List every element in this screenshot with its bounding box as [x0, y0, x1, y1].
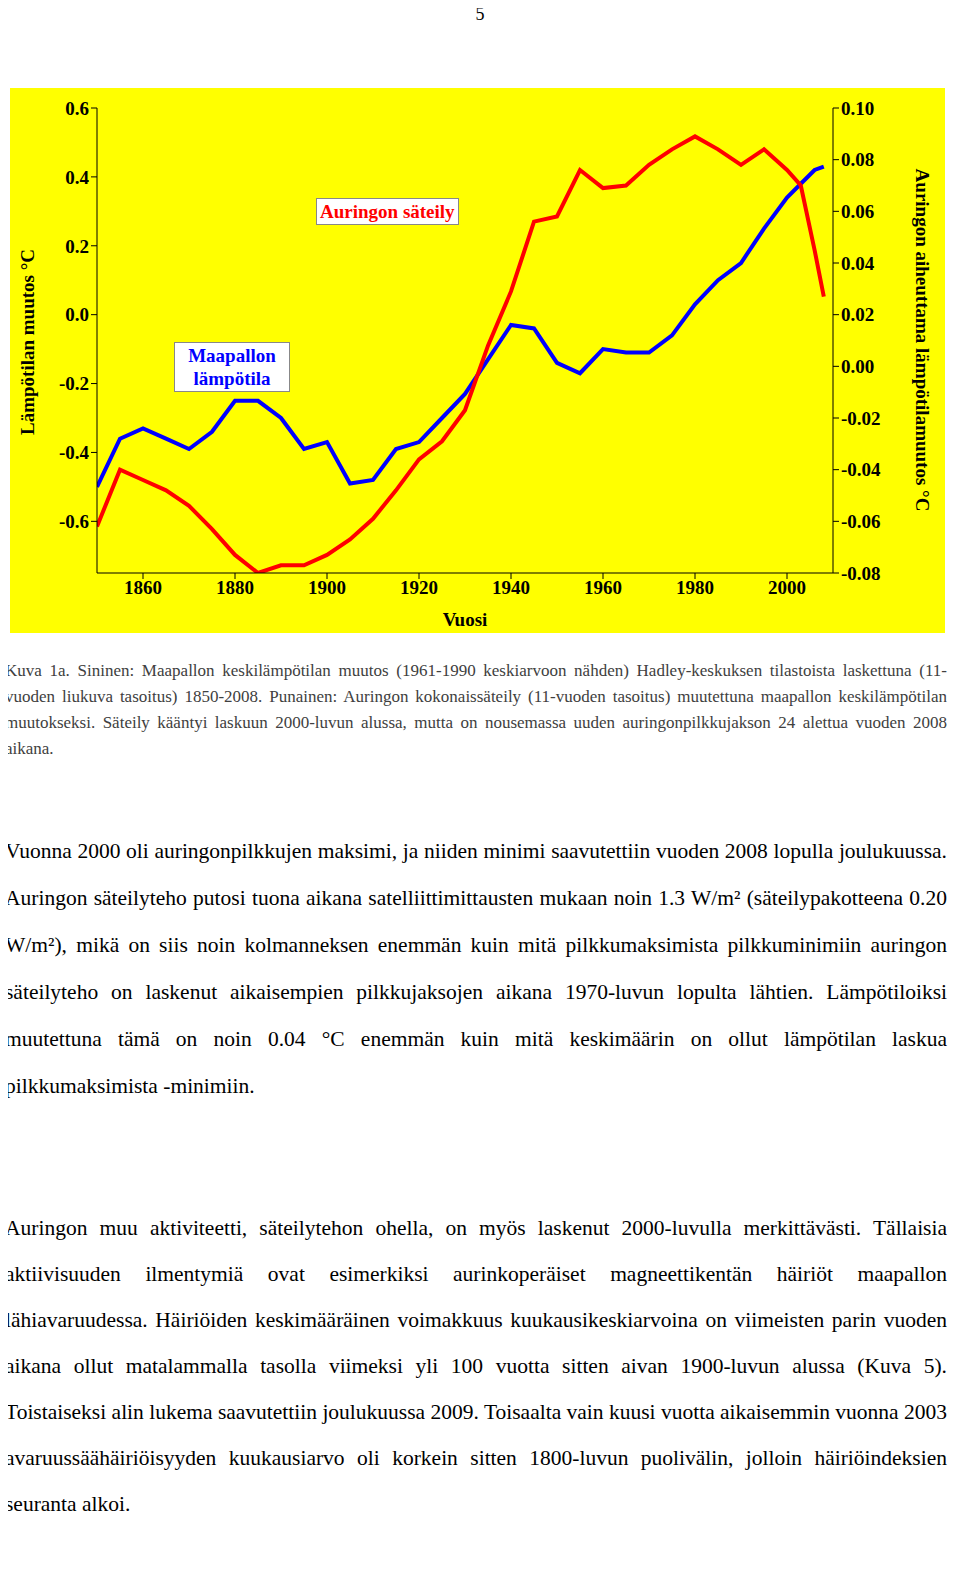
html-text:Auringon muu aktiviteetti, sät: Auringon muu aktiviteetti, säteilytehon …	[5, 1216, 947, 1516]
svg-text:1980: 1980	[676, 577, 714, 598]
html-text:Lämpötilan muutos °C: Lämpötilan muutos °C	[17, 249, 38, 435]
html-text:Maapallon lämpötila: Maapallon lämpötila	[188, 345, 276, 389]
svg-text:0.06: 0.06	[841, 201, 874, 222]
html-text:Auringon säteily: Auringon säteily	[320, 201, 455, 222]
svg-text:0.4: 0.4	[65, 167, 89, 188]
svg-text:0.08: 0.08	[841, 149, 874, 170]
svg-text:-0.6: -0.6	[59, 511, 89, 532]
html-text:Vuosi: Vuosi	[442, 609, 488, 630]
svg-text:-0.2: -0.2	[59, 373, 89, 394]
html-text:Auringon aiheuttama lämpötilam: Auringon aiheuttama lämpötilamuutos °C	[912, 168, 933, 512]
svg-text:0.00: 0.00	[841, 356, 874, 377]
svg-text:-0.02: -0.02	[841, 408, 881, 429]
svg-text:2000: 2000	[768, 577, 806, 598]
svg-text:0.6: 0.6	[65, 98, 89, 119]
svg-text:0.04: 0.04	[841, 253, 875, 274]
svg-text:1900: 1900	[308, 577, 346, 598]
html-text:Vuonna 2000 oli auringonpilkku: Vuonna 2000 oli auringonpilkkujen maksim…	[5, 839, 947, 1098]
svg-text:1880: 1880	[216, 577, 254, 598]
svg-text:0.2: 0.2	[65, 236, 89, 257]
svg-text:1940: 1940	[492, 577, 530, 598]
svg-text:-0.08: -0.08	[841, 563, 881, 584]
html-text:5: 5	[475, 4, 485, 24]
svg-text:1920: 1920	[400, 577, 438, 598]
svg-text:-0.04: -0.04	[841, 459, 881, 480]
svg-text:1960: 1960	[584, 577, 622, 598]
svg-text:-0.4: -0.4	[59, 442, 90, 463]
svg-text:0.10: 0.10	[841, 98, 874, 119]
html-text:Kuva 1a. Sininen: Maapallon ke: Kuva 1a. Sininen: Maapallon keskilämpöti…	[5, 661, 947, 758]
svg-text:1860: 1860	[124, 577, 162, 598]
svg-text:-0.06: -0.06	[841, 511, 881, 532]
svg-text:0.0: 0.0	[65, 304, 89, 325]
svg-text:0.02: 0.02	[841, 304, 874, 325]
